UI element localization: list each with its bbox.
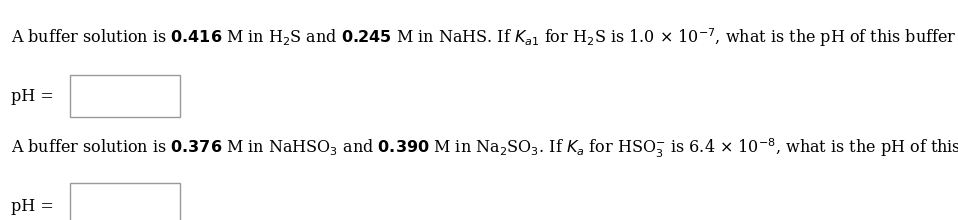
Text: pH =: pH =	[11, 88, 55, 105]
Text: pH =: pH =	[11, 198, 55, 215]
Text: A buffer solution is $\mathbf{0.416}$ M in H$_2$S and $\mathbf{0.245}$ M in NaHS: A buffer solution is $\mathbf{0.416}$ M …	[11, 26, 958, 49]
FancyBboxPatch shape	[70, 183, 180, 220]
FancyBboxPatch shape	[70, 75, 180, 117]
Text: A buffer solution is $\mathbf{0.376}$ M in NaHSO$_3$ and $\mathbf{0.390}$ M in N: A buffer solution is $\mathbf{0.376}$ M …	[11, 136, 958, 160]
